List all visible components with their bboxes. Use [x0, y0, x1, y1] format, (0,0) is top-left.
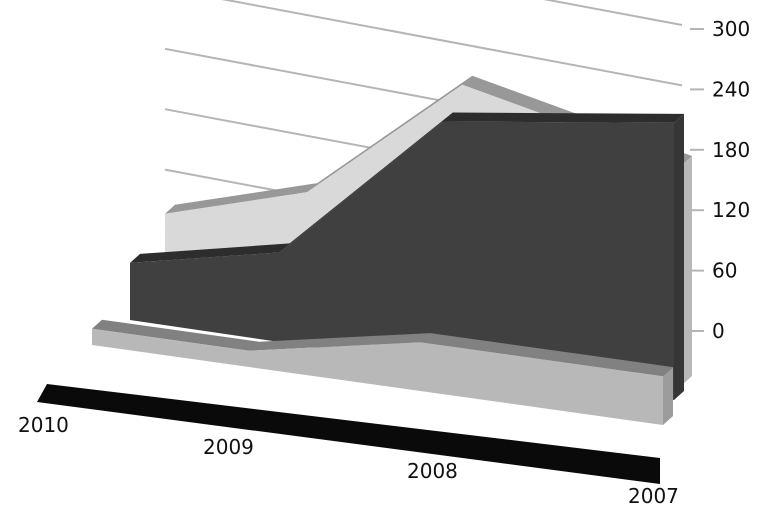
y-tick-label: 60 [712, 259, 737, 283]
area-series [130, 112, 684, 401]
y-axis-ticks: 300 240 180 120 60 0 [690, 17, 750, 343]
series-layer [92, 75, 692, 425]
y-tick-label: 300 [712, 17, 750, 41]
series-top-edge [165, 75, 692, 214]
y-tick-label: 0 [712, 319, 725, 343]
x-tick-label: 2010 [18, 413, 69, 437]
series-face [92, 328, 663, 425]
y-tick-label: 240 [712, 77, 750, 101]
gridline [221, 0, 683, 87]
series-side [674, 113, 684, 401]
series-side [682, 156, 692, 385]
x-tick-label: 2007 [628, 484, 679, 508]
series-side [663, 367, 673, 425]
x-tick-label: 2008 [407, 459, 458, 483]
gridline [543, 0, 683, 26]
series-face [130, 121, 674, 400]
area-series [92, 319, 673, 425]
y-tick-label: 120 [712, 198, 750, 222]
category-floor [37, 384, 660, 484]
x-tick-label: 2009 [203, 435, 254, 459]
x-axis-ticks: 2010 2009 2008 2007 [18, 413, 679, 508]
floor-band [37, 384, 660, 484]
y-tick-label: 180 [712, 138, 750, 162]
